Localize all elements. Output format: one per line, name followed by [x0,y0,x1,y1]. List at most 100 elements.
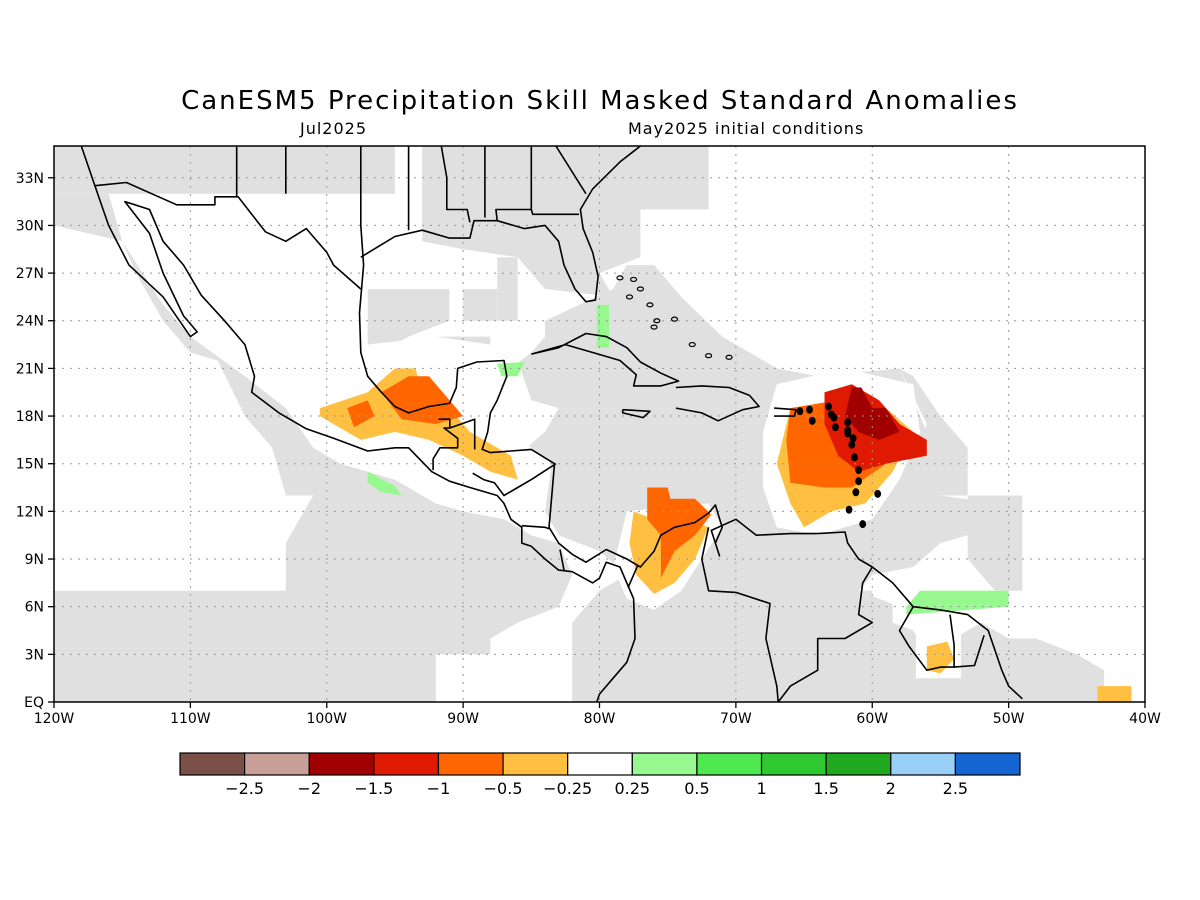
coastline-segment [777,566,874,702]
island [832,423,839,432]
coastline-segment [675,385,760,422]
colorbar: −2.5 −2 −1.5 −1 −0.5 −0.25 0.25 0.5 1 1.5 2 2.5 [179,752,1021,798]
island [859,520,867,529]
map-plot-area [54,146,1145,702]
colorbar-label: 0.5 [684,779,709,798]
colorbar-label: −1.5 [354,779,393,798]
lon-tick-label: 120W [34,711,75,727]
coastline-segment [495,146,533,221]
island [852,488,860,497]
island [848,440,856,449]
lat-tick-label: EQ [24,695,44,711]
mask-region [497,257,518,321]
island [725,354,733,360]
mask-region [367,289,450,353]
island [806,405,813,414]
lat-tick-label: 12N [16,504,44,520]
island [616,275,624,281]
anomaly-brazil-coast-dry [1097,686,1132,702]
coastline-segment [774,407,797,417]
colorbar-swatch [373,752,440,776]
colorbar-label: −1 [427,779,451,798]
coastline-segment [530,209,579,216]
island [844,418,852,427]
colorbar-swatch [308,752,375,776]
lat-tick-label: 6N [25,600,44,616]
coastline-segment [531,332,680,387]
colorbar-swatch [244,752,310,776]
anomaly-caribbean-east-driest [845,387,900,440]
colorbar-swatch [954,752,1021,776]
anomaly-pacific-mexico-wet [367,471,402,496]
colorbar-label: 0.25 [614,779,650,798]
anomaly-guianas-dry [926,641,955,674]
lon-tick-label: 100W [306,711,347,727]
mask-region [54,146,395,194]
lat-tick-label: 18N [16,409,44,425]
island [845,505,853,514]
gridlines [54,146,1145,702]
island [704,353,713,359]
coastline-segment [627,565,639,588]
island [844,429,852,438]
lat-tick-label: 30N [16,218,44,234]
colorbar-swatch [890,752,956,776]
island [653,318,661,324]
coastline-segment [432,427,459,471]
colorbar-swatch [437,752,504,776]
lat-tick-label: 33N [16,171,44,187]
coastline-segment [555,146,587,195]
coastline-segment [898,606,955,672]
coastline-segment [954,635,985,668]
lon-tick-label: 40W [1129,711,1161,727]
island [830,413,838,422]
colorbar-swatch [502,752,569,776]
colorbar-swatch [696,752,763,776]
lat-tick-label: 15N [16,457,44,473]
anomaly-yucatan-channel-wet [497,362,525,377]
map-axes: 120W 110W 100W 90W 80W 70W 60W 50W 40W EQ 3N 6N 9N 12… [16,171,1161,727]
mask-region [708,590,873,702]
lon-tick-label: 60W [856,711,888,727]
lon-tick-label: 50W [993,711,1025,727]
lon-tick-label: 90W [447,711,479,727]
mask-region [967,495,1023,591]
coastline-segment [80,146,636,702]
mask-region [54,193,573,702]
initial-conditions: May2025 initial conditions [628,119,865,138]
lat-tick-label: 24N [16,314,44,330]
coastline-segment [559,549,565,571]
anomaly-layer [319,304,1132,702]
coastlines [80,146,1023,702]
colorbar-label: 1.5 [813,779,838,798]
coastline-segment [700,527,779,702]
colorbar-label: −2 [297,779,321,798]
map-title: CanESM5 Precipitation Skill Masked Stand… [181,86,1019,116]
island [855,477,863,486]
mask-region [463,289,498,321]
island [796,407,804,416]
lat-tick-label: 3N [25,647,44,663]
forecast-month: Jul2025 [300,119,368,138]
colorbar-swatch [631,752,698,776]
coastline-segment [621,408,651,419]
coastline-segment [94,181,362,290]
colorbar-label: 2 [886,779,896,798]
colorbar-label: 2.5 [943,779,968,798]
island [851,453,858,462]
lat-tick-label: 27N [16,266,44,282]
colorbar-swatch [825,752,892,776]
colorbar-label: −0.5 [484,779,523,798]
island [825,402,833,411]
island [808,416,816,425]
anomaly-guerrero-dry [347,400,375,428]
island [874,489,882,498]
anomaly-cuba-wet [596,304,609,348]
island [855,466,863,475]
lon-tick-label: 110W [170,711,211,727]
lon-tick-label: 80W [584,711,616,727]
colorbar-swatch [760,752,827,776]
island [849,434,857,443]
colorbar-label: −2.5 [225,779,264,798]
